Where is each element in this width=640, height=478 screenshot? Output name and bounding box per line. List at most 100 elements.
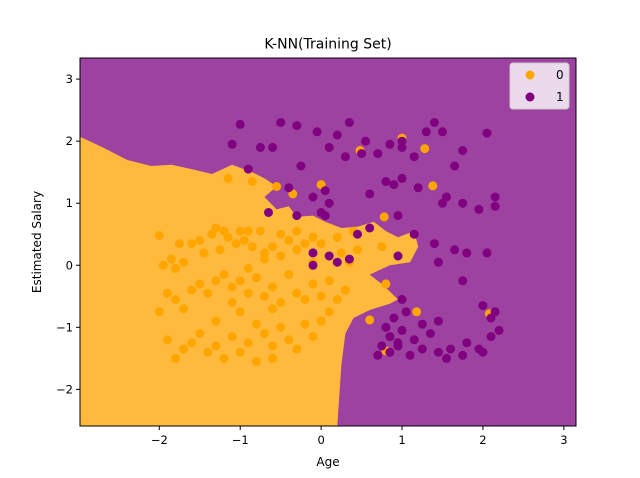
data-point-class-0 (428, 181, 438, 191)
data-point-class-1 (312, 127, 322, 137)
legend-label-class-0: 0 (556, 68, 564, 82)
x-tick-label: 3 (560, 433, 567, 447)
data-point-class-0 (353, 245, 362, 255)
data-point-class-1 (292, 211, 302, 221)
data-point-class-0 (203, 347, 213, 357)
data-point-class-0 (215, 245, 225, 255)
data-point-class-1 (494, 325, 504, 335)
data-point-class-1 (397, 294, 407, 304)
data-point-class-0 (284, 335, 294, 345)
data-point-class-0 (203, 288, 213, 298)
data-point-class-0 (268, 353, 278, 363)
data-point-class-0 (243, 288, 253, 298)
data-point-class-0 (308, 232, 318, 242)
y-tick-label: 2 (66, 134, 73, 148)
data-point-class-1 (458, 198, 468, 208)
data-point-class-1 (409, 152, 419, 162)
data-point-class-1 (490, 192, 500, 202)
data-point-class-0 (187, 239, 197, 249)
x-axis-label: Age (316, 455, 339, 469)
data-point-class-0 (377, 242, 387, 252)
data-point-class-1 (320, 186, 330, 196)
data-point-class-1 (450, 161, 460, 171)
decision-region-class-0 (80, 136, 419, 426)
data-point-class-0 (187, 285, 197, 295)
data-point-class-1 (389, 313, 399, 323)
data-point-class-1 (389, 180, 399, 190)
x-tick-label: 1 (398, 433, 405, 447)
data-point-class-1 (442, 353, 451, 363)
data-point-class-0 (235, 307, 245, 317)
data-point-class-0 (251, 273, 261, 283)
data-point-class-1 (433, 257, 443, 267)
data-point-class-0 (276, 251, 286, 261)
data-point-class-0 (260, 291, 269, 301)
data-point-class-0 (316, 291, 326, 301)
data-point-class-0 (260, 329, 269, 338)
data-point-class-1 (397, 136, 407, 146)
data-point-class-0 (227, 282, 237, 292)
data-point-class-1 (474, 204, 484, 214)
data-point-class-0 (154, 307, 164, 317)
data-point-class-1 (446, 344, 456, 354)
data-point-class-0 (292, 226, 302, 236)
y-tick-label: −1 (56, 320, 73, 334)
data-point-class-0 (235, 226, 245, 236)
data-point-class-0 (223, 173, 233, 183)
data-point-class-0 (272, 182, 282, 191)
data-point-class-0 (211, 341, 221, 351)
x-tick-label: 2 (479, 433, 486, 447)
x-tick-label: 0 (317, 433, 324, 447)
data-point-class-0 (316, 239, 326, 249)
data-point-class-0 (255, 226, 265, 236)
data-point-class-1 (397, 325, 407, 335)
data-point-class-1 (462, 248, 472, 258)
data-point-class-0 (336, 248, 346, 258)
data-point-class-1 (401, 307, 411, 317)
data-point-class-0 (260, 254, 269, 264)
data-point-class-0 (324, 307, 334, 317)
x-axis-ticks: −2 −1 0 1 2 3 (151, 426, 568, 447)
data-point-class-1 (235, 119, 245, 129)
data-point-class-0 (247, 242, 257, 252)
y-axis-label: Estimated Salary (30, 191, 44, 293)
data-point-class-0 (235, 276, 245, 286)
data-point-class-0 (171, 294, 180, 304)
data-point-class-1 (373, 350, 383, 360)
data-point-class-1 (308, 248, 318, 258)
data-point-class-0 (231, 239, 241, 249)
data-point-class-0 (179, 304, 189, 314)
data-point-class-0 (243, 226, 253, 236)
data-point-class-0 (324, 276, 334, 286)
legend-marker-class-0 (525, 70, 535, 80)
data-point-class-0 (179, 344, 189, 354)
data-point-class-0 (239, 235, 249, 245)
data-point-class-1 (381, 322, 391, 332)
legend-label-class-1: 1 (556, 90, 564, 104)
data-point-class-1 (393, 251, 403, 261)
data-point-class-1 (292, 121, 302, 131)
plot-area (80, 58, 576, 426)
data-point-class-0 (251, 357, 261, 366)
data-point-class-0 (227, 298, 237, 307)
y-tick-label: 3 (66, 72, 73, 86)
data-point-class-0 (199, 248, 209, 258)
data-point-class-0 (379, 212, 389, 222)
data-point-class-0 (175, 239, 184, 249)
data-point-class-1 (377, 341, 387, 351)
x-tick-label: −2 (151, 433, 168, 447)
y-axis-ticks: −2 −1 0 1 2 3 (56, 72, 80, 396)
data-point-class-1 (442, 192, 451, 202)
data-point-class-1 (255, 142, 265, 152)
data-point-class-0 (166, 254, 176, 264)
data-point-class-0 (268, 242, 278, 252)
data-point-class-0 (292, 344, 302, 354)
data-point-class-0 (365, 315, 375, 325)
data-point-class-0 (284, 270, 294, 280)
y-tick-label: 0 (66, 258, 73, 272)
data-point-class-0 (162, 335, 172, 345)
data-point-class-1 (385, 139, 395, 149)
data-point-class-0 (211, 223, 221, 233)
data-point-class-1 (458, 350, 468, 360)
